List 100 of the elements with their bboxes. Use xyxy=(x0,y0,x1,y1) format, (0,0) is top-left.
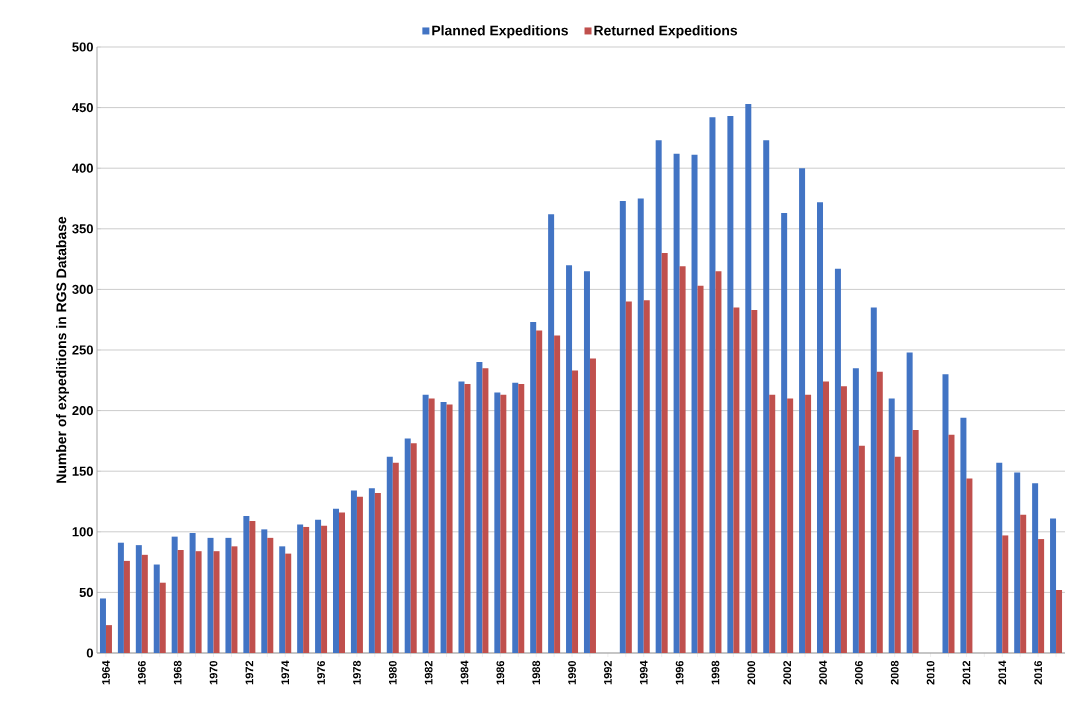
x-tick-label: 1994 xyxy=(639,660,648,685)
bar xyxy=(948,434,955,653)
x-tick-label: 1998 xyxy=(711,660,720,685)
bar xyxy=(1020,514,1027,653)
bar xyxy=(171,536,178,653)
bar xyxy=(960,417,967,653)
bar xyxy=(697,285,704,653)
bar xyxy=(637,198,644,653)
bar xyxy=(159,582,166,653)
bar xyxy=(458,381,465,653)
bar xyxy=(428,398,435,653)
bar xyxy=(912,429,919,653)
bar xyxy=(661,253,668,653)
y-tick-label: 150 xyxy=(72,466,93,476)
bar xyxy=(350,490,357,653)
bar xyxy=(482,368,489,653)
x-tick-label: 1988 xyxy=(532,660,541,685)
x-tick-label: 2014 xyxy=(998,660,1007,685)
bar xyxy=(476,362,483,653)
bar xyxy=(339,512,345,653)
bar xyxy=(464,383,471,653)
legend-label: Returned Expeditions xyxy=(594,25,738,39)
x-tick-label: 1986 xyxy=(496,660,505,685)
bar xyxy=(709,117,716,653)
bar xyxy=(572,370,579,653)
y-tick-label: 300 xyxy=(72,284,93,294)
bar xyxy=(368,488,375,653)
bar xyxy=(243,516,250,653)
bar xyxy=(1032,483,1039,653)
x-tick-label: 2008 xyxy=(890,660,899,685)
bar xyxy=(589,358,596,653)
bar xyxy=(1038,539,1045,653)
y-tick-label: 350 xyxy=(72,224,93,234)
bar xyxy=(123,560,130,653)
x-tick-label: 2002 xyxy=(783,660,792,685)
bar xyxy=(799,168,806,653)
y-tick-label: 100 xyxy=(72,527,93,537)
bar xyxy=(105,625,112,653)
y-tick-label: 450 xyxy=(72,103,93,113)
bar xyxy=(512,382,519,653)
bar xyxy=(834,268,841,653)
x-tick-label: 1996 xyxy=(675,660,684,685)
x-tick-label: 1984 xyxy=(460,660,469,685)
x-tick-label: 2010 xyxy=(926,660,935,685)
bar xyxy=(876,371,883,653)
bar xyxy=(870,307,877,653)
bar xyxy=(781,213,788,653)
bar xyxy=(852,368,859,653)
y-tick-label: 0 xyxy=(86,648,93,658)
x-tick-label: 2012 xyxy=(962,660,971,685)
bar xyxy=(177,549,184,653)
bar xyxy=(333,508,339,653)
bar xyxy=(261,529,268,653)
y-tick-label: 400 xyxy=(72,163,93,173)
x-tick-label: 1972 xyxy=(245,660,254,685)
bar xyxy=(135,545,142,653)
bar xyxy=(996,462,1003,653)
bar xyxy=(691,154,698,653)
bar xyxy=(321,525,328,653)
y-tick-label: 200 xyxy=(72,406,93,416)
bar xyxy=(422,394,429,653)
bar xyxy=(655,140,662,653)
bar xyxy=(446,404,453,653)
bar xyxy=(805,394,812,653)
bar xyxy=(733,307,740,653)
x-tick-label: 2006 xyxy=(854,660,863,685)
bar xyxy=(249,520,256,653)
bar xyxy=(315,519,322,653)
bar xyxy=(619,200,626,653)
x-tick-label: 1980 xyxy=(388,660,397,685)
bar xyxy=(566,265,573,653)
x-tick-label: 1968 xyxy=(173,660,182,685)
y-tick-label: 50 xyxy=(79,587,93,597)
bar xyxy=(906,352,913,653)
bar xyxy=(267,537,274,653)
bar xyxy=(1002,535,1009,653)
bar xyxy=(297,524,304,653)
bar xyxy=(530,322,537,653)
x-tick-label: 2016 xyxy=(1034,660,1042,685)
y-axis-title: Number of expeditions in RGS Database xyxy=(56,216,70,483)
bar xyxy=(673,153,680,653)
bar xyxy=(99,598,106,653)
bar xyxy=(817,202,823,653)
y-tick-label: 250 xyxy=(72,345,93,355)
bar xyxy=(966,478,973,653)
x-tick-label: 1982 xyxy=(424,660,433,685)
bar xyxy=(213,551,220,653)
bar xyxy=(231,546,238,653)
bar xyxy=(141,554,148,653)
bar xyxy=(745,103,752,653)
x-tick-label: 1970 xyxy=(209,660,218,685)
bar xyxy=(303,526,310,653)
bar xyxy=(494,392,501,653)
legend-label: Planned Expeditions xyxy=(432,25,568,39)
bar xyxy=(769,394,776,653)
bar xyxy=(554,335,561,653)
bar xyxy=(1056,589,1063,653)
bar xyxy=(942,374,949,653)
bar xyxy=(888,398,895,653)
bar xyxy=(763,140,770,653)
